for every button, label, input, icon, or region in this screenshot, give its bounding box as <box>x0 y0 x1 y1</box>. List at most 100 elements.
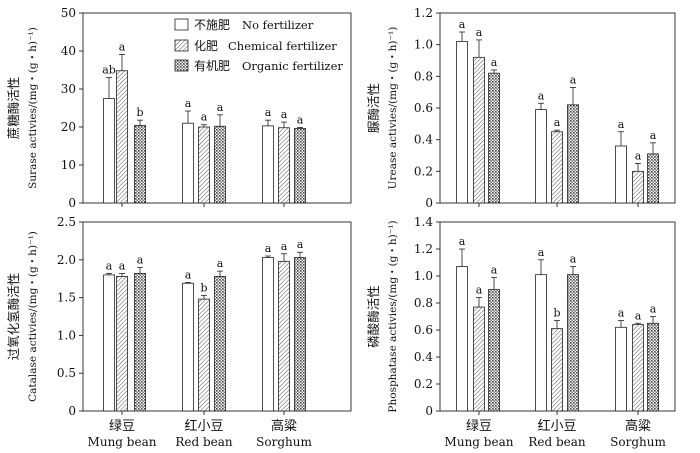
bar-chemical-fertilizer <box>473 306 485 412</box>
legend-label-organic-fertilizer-en: Organic fertilizer <box>242 59 343 73</box>
significance-letter: a <box>635 149 642 162</box>
significance-letter: a <box>476 26 483 39</box>
bar-organic-fertilizer <box>488 289 500 412</box>
bar-chemical-fertilizer <box>198 298 210 412</box>
x-category-label-en: Red bean <box>528 435 586 449</box>
y-tick-label: 0.4 <box>414 133 433 147</box>
y-tick-label: 10 <box>61 158 76 172</box>
significance-letter: a <box>201 111 208 124</box>
legend-label-organic-fertilizer-zh: 有机肥 <box>194 59 230 73</box>
y-tick-label: 0 <box>425 404 433 418</box>
significance-letter: a <box>618 118 625 131</box>
y-tick-label: 1.5 <box>57 291 76 305</box>
bar-organic-fertilizer <box>567 104 579 204</box>
significance-letter: a <box>217 101 224 114</box>
significance-letter: a <box>265 242 272 255</box>
bar-organic-fertilizer <box>134 273 146 412</box>
significance-letter: a <box>476 284 483 297</box>
y-tick-label: 1.0 <box>57 328 76 342</box>
x-category-label-en: Mung bean <box>445 435 514 449</box>
y-axis-label-en: Catalase activies/(mg・(g・h)⁻¹) <box>27 231 39 402</box>
bar-chemical-fertilizer <box>551 328 563 412</box>
bar-organic-fertilizer <box>647 153 659 204</box>
bar-chemical-fertilizer <box>278 260 290 412</box>
bar-chemical-fertilizer <box>632 170 644 204</box>
x-category-label-zh: 红小豆 <box>184 418 223 434</box>
y-tick-label: 0 <box>68 404 76 418</box>
bar-organic-fertilizer <box>214 276 226 412</box>
significance-letter: a <box>570 253 577 266</box>
bar-no-fertilizer <box>535 274 547 412</box>
significance-letter: a <box>265 106 272 119</box>
significance-letter: a <box>217 257 224 270</box>
y-tick-label: 30 <box>61 82 76 96</box>
y-tick-label: 40 <box>61 44 76 58</box>
x-category-label-zh: 绿豆 <box>109 419 135 434</box>
y-axis-label-zh: 磷酸酶活性 <box>366 285 381 348</box>
significance-letter: ab <box>102 64 116 77</box>
y-tick-label: 0.2 <box>414 164 433 178</box>
y-axis-label-en: Urease activies/(mg・(g・h)⁻¹) <box>387 27 399 190</box>
legend-label-no-fertilizer-en: No fertilizer <box>242 18 314 32</box>
y-tick-label: 1.2 <box>414 6 433 20</box>
y-tick-label: 1.2 <box>414 242 433 256</box>
significance-letter: a <box>137 253 144 266</box>
y-tick-label: 1.4 <box>414 215 433 229</box>
significance-letter: a <box>635 309 642 322</box>
significance-letter: a <box>538 89 545 102</box>
y-tick-label: 2.0 <box>57 253 76 267</box>
significance-letter: a <box>554 116 561 129</box>
bar-organic-fertilizer <box>214 125 226 204</box>
significance-letter: a <box>106 259 113 272</box>
bar-chemical-fertilizer <box>116 70 128 204</box>
y-tick-label: 0.6 <box>414 323 433 337</box>
significance-letter: a <box>297 238 304 251</box>
significance-letter: a <box>650 129 657 142</box>
bar-chemical-fertilizer <box>473 56 485 204</box>
significance-letter: a <box>119 259 126 272</box>
y-tick-label: 1.0 <box>414 38 433 52</box>
significance-letter: a <box>618 307 625 320</box>
x-category-label-en: Sorghum <box>256 435 312 449</box>
x-category-label-zh: 绿豆 <box>466 419 492 434</box>
legend-label-chemical-fertilizer-en: Chemical fertilizer <box>228 39 337 53</box>
bar-no-fertilizer <box>615 326 627 412</box>
significance-letter: a <box>650 303 657 316</box>
significance-letter: a <box>491 263 498 276</box>
bar-no-fertilizer <box>262 125 274 204</box>
y-tick-label: 0.4 <box>414 350 433 364</box>
x-category-label-en: Sorghum <box>610 435 666 449</box>
significance-letter: a <box>538 246 545 259</box>
significance-letter: a <box>281 108 288 121</box>
x-category-label-zh: 高粱 <box>271 418 297 434</box>
y-axis-label-zh: 脲酶活性 <box>366 83 381 133</box>
legend-label-no-fertilizer-zh: 不施肥 <box>194 18 230 32</box>
y-tick-label: 0.5 <box>57 366 76 380</box>
significance-letter: b <box>200 281 207 294</box>
y-tick-label: 0 <box>425 196 433 210</box>
x-category-label-zh: 红小豆 <box>537 418 576 434</box>
bar-no-fertilizer <box>103 274 115 412</box>
x-category-label-en: Mung bean <box>88 435 157 449</box>
x-category-label-zh: 高粱 <box>625 418 651 434</box>
y-tick-label: 0 <box>68 196 76 210</box>
bar-organic-fertilizer <box>647 322 659 412</box>
legend-swatch-chemical-fertilizer <box>174 39 189 52</box>
y-axis-label-zh: 蔗糖酶活性 <box>6 77 21 140</box>
bar-organic-fertilizer <box>134 125 146 204</box>
legend-swatch-organic-fertilizer <box>174 59 189 72</box>
y-tick-label: 0.6 <box>414 101 433 115</box>
bar-no-fertilizer <box>103 98 115 204</box>
bar-organic-fertilizer <box>294 128 306 204</box>
bar-chemical-fertilizer <box>278 127 290 204</box>
significance-letter: b <box>553 307 560 320</box>
y-tick-label: 20 <box>61 120 76 134</box>
y-tick-label: 0.2 <box>414 377 433 391</box>
bar-no-fertilizer <box>262 257 274 412</box>
y-tick-label: 2.5 <box>57 215 76 229</box>
y-axis-label-en: Phosphatase activies/(mg・(g・h)⁻¹) <box>387 220 399 412</box>
